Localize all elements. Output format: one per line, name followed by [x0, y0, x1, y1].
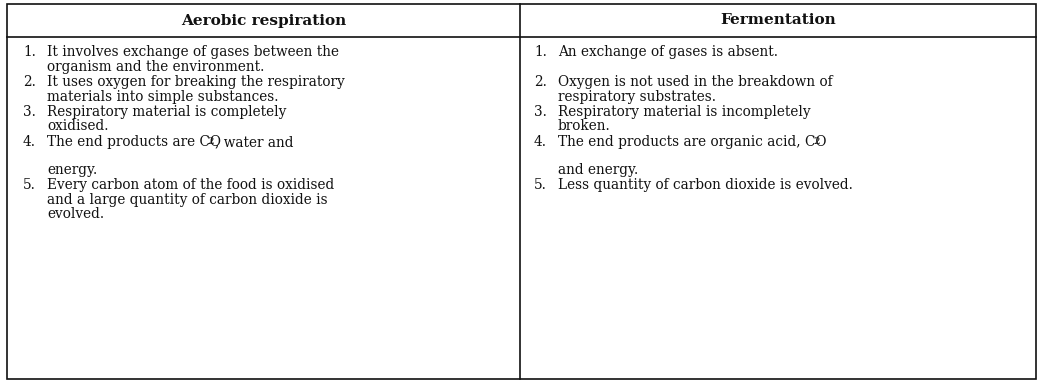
Text: 3.: 3.: [23, 105, 35, 119]
Text: 5.: 5.: [23, 178, 35, 192]
Text: 2: 2: [207, 137, 214, 146]
Text: and a large quantity of carbon dioxide is: and a large quantity of carbon dioxide i…: [47, 193, 328, 207]
Text: 5.: 5.: [534, 178, 547, 192]
Text: 2: 2: [812, 137, 820, 146]
Text: Less quantity of carbon dioxide is evolved.: Less quantity of carbon dioxide is evolv…: [558, 178, 853, 192]
Text: It uses oxygen for breaking the respiratory: It uses oxygen for breaking the respirat…: [47, 75, 345, 89]
Text: oxidised.: oxidised.: [47, 120, 108, 133]
Text: An exchange of gases is absent.: An exchange of gases is absent.: [558, 45, 778, 59]
Text: Fermentation: Fermentation: [720, 13, 835, 28]
Text: respiratory substrates.: respiratory substrates.: [558, 89, 715, 104]
Text: The end products are organic acid, CO: The end products are organic acid, CO: [558, 135, 826, 149]
Text: Respiratory material is completely: Respiratory material is completely: [47, 105, 287, 119]
Text: 1.: 1.: [534, 45, 547, 59]
Text: 3.: 3.: [534, 105, 547, 119]
Text: Aerobic respiration: Aerobic respiration: [180, 13, 346, 28]
Text: 2.: 2.: [534, 75, 547, 89]
Text: organism and the environment.: organism and the environment.: [47, 60, 264, 73]
Text: evolved.: evolved.: [47, 207, 104, 221]
Text: , water and: , water and: [215, 135, 293, 149]
Text: It involves exchange of gases between the: It involves exchange of gases between th…: [47, 45, 339, 59]
Text: and energy.: and energy.: [558, 163, 638, 176]
Text: Oxygen is not used in the breakdown of: Oxygen is not used in the breakdown of: [558, 75, 832, 89]
Text: broken.: broken.: [558, 120, 611, 133]
Text: Respiratory material is incompletely: Respiratory material is incompletely: [558, 105, 810, 119]
Text: Every carbon atom of the food is oxidised: Every carbon atom of the food is oxidise…: [47, 178, 334, 192]
Text: 4.: 4.: [23, 135, 37, 149]
Text: energy.: energy.: [47, 163, 97, 176]
Text: 2.: 2.: [23, 75, 35, 89]
Text: 1.: 1.: [23, 45, 35, 59]
Text: materials into simple substances.: materials into simple substances.: [47, 89, 278, 104]
Text: The end products are CO: The end products are CO: [47, 135, 221, 149]
Text: 4.: 4.: [534, 135, 547, 149]
